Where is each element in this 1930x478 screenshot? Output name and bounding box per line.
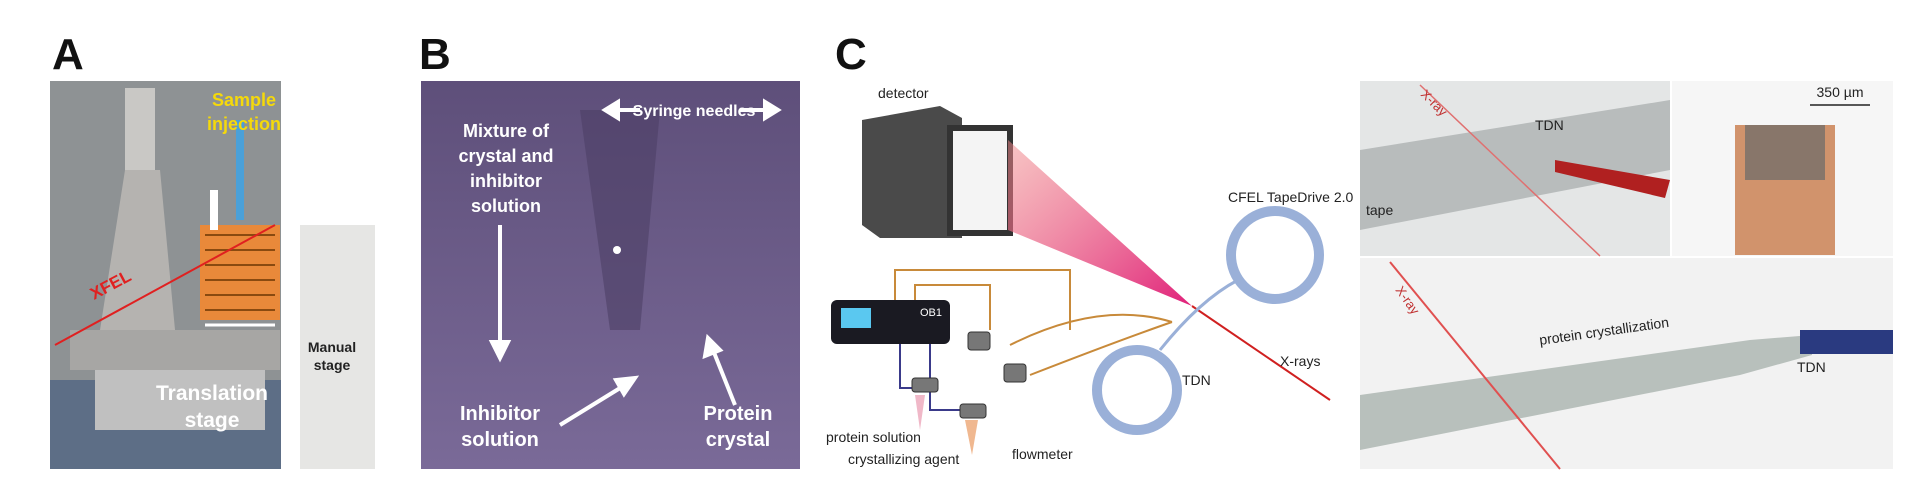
flowmeters	[911, 331, 1027, 419]
text-line: injection	[207, 114, 281, 134]
text-line: stage	[314, 357, 351, 373]
arrows	[488, 98, 782, 427]
text-line: Protein	[704, 403, 773, 425]
label: flowmeter	[1012, 446, 1073, 462]
label: Manual stage	[308, 339, 356, 373]
label: TDN	[1797, 359, 1826, 375]
tubing	[894, 269, 1173, 376]
photo-a	[50, 81, 281, 469]
label: crystallizing agent	[848, 451, 959, 467]
text-line: stage	[185, 409, 240, 432]
xray-line	[1389, 261, 1561, 470]
label: TDN	[1535, 117, 1564, 133]
text-line: Mixture of	[463, 121, 550, 141]
label: CFEL TapeDrive 2.0	[1228, 189, 1353, 205]
text-line: crystal	[706, 429, 771, 451]
panel-label: A	[52, 30, 84, 79]
tape-ring	[1226, 206, 1324, 304]
text-line: Inhibitor	[460, 403, 540, 425]
label: protein solution	[826, 429, 921, 445]
text-line: solution	[461, 429, 539, 451]
xray-line	[1191, 305, 1331, 401]
label: tape	[1366, 202, 1393, 218]
tape-strip	[1360, 100, 1670, 230]
panel-label: B	[419, 30, 451, 79]
tape	[1158, 278, 1239, 351]
detector	[862, 106, 962, 238]
panel-label: C	[835, 30, 867, 79]
text-line: solution	[471, 196, 541, 216]
label: Translation stage	[156, 382, 268, 432]
tube	[915, 395, 925, 430]
nozzle	[1800, 330, 1893, 354]
stream	[1360, 335, 1812, 450]
beam	[1008, 140, 1192, 306]
label: detector	[878, 85, 929, 101]
screen	[841, 308, 871, 328]
text-line: Translation	[156, 382, 268, 405]
tubing	[899, 344, 965, 411]
tube	[965, 420, 978, 455]
label: Mixture of crystal and inhibitor solution	[458, 121, 553, 216]
label: Sample injection	[207, 90, 281, 134]
label: X-rays	[1280, 353, 1320, 369]
label: 350 µm	[1817, 84, 1864, 100]
device-top	[1745, 125, 1825, 180]
detector-face	[947, 125, 1013, 236]
label: Syringe needles	[633, 103, 756, 120]
tape-ring	[1092, 345, 1182, 435]
label: OB1	[920, 307, 942, 319]
manual-stage	[300, 225, 375, 469]
text-line: Manual	[308, 339, 356, 355]
xray-line	[1419, 84, 1601, 257]
text-line: Sample	[212, 90, 276, 110]
text-line: inhibitor	[470, 171, 542, 191]
label: Protein crystal	[704, 403, 773, 451]
nozzle	[1555, 160, 1670, 198]
dot	[613, 246, 621, 254]
label: Inhibitor solution	[460, 403, 540, 451]
needle	[580, 110, 660, 330]
label: TDN	[1182, 372, 1211, 388]
text-line: crystal and	[458, 146, 553, 166]
